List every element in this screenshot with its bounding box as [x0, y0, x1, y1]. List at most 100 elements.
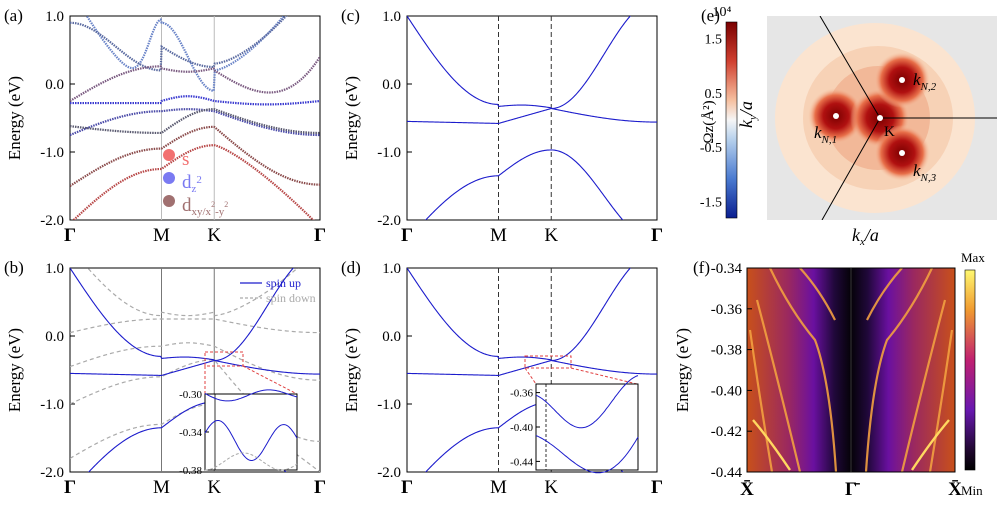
y-tick-label: 0.0: [382, 77, 401, 93]
x-tick-label: Γ: [64, 477, 76, 498]
band-line: [424, 149, 624, 220]
x-tick-label: M: [490, 477, 507, 498]
surface-state: [769, 268, 838, 472]
zoom-region: [204, 351, 244, 367]
spin-down-band: [86, 268, 299, 317]
y-tick-label: -0.34: [711, 261, 743, 277]
colorbar-tick-label: 1.5: [705, 32, 723, 47]
surface-state: [799, 268, 836, 321]
bands: [407, 16, 657, 220]
y-axis-label: Energy (eV): [5, 328, 24, 412]
inset-band: [205, 452, 298, 471]
zoom-connector: [242, 365, 298, 395]
y-tick-label: -1.0: [377, 145, 401, 161]
band-line: [70, 125, 320, 187]
y-tick-label: -1.0: [40, 397, 64, 413]
panel-label: (f): [693, 258, 710, 277]
k-point-marker: [833, 113, 839, 119]
surface-state: [755, 299, 802, 472]
orbital-bands: [70, 16, 320, 220]
x-tick-label: M: [153, 477, 170, 498]
curvature-map: [767, 16, 997, 220]
legend-marker: [163, 149, 175, 161]
inset-y-tick-label: -0.40: [510, 422, 533, 434]
y-tick-label: -0.38: [711, 343, 742, 359]
legend-entry: dz2: [182, 172, 202, 195]
inset-y-tick-label: -0.36: [510, 388, 533, 400]
y-tick-label: -2.0: [377, 213, 401, 229]
y-tick-label: 0.0: [45, 77, 64, 93]
inset-band: [204, 389, 298, 402]
y-tick-label: 0.0: [45, 329, 64, 345]
band-line: [70, 16, 288, 72]
spin-up-band: [70, 360, 320, 376]
panel-label: (a): [4, 6, 23, 25]
y-tick-label: -2.0: [377, 465, 401, 481]
colorbar-max-label: Max: [961, 250, 985, 265]
surface-state: [866, 268, 903, 321]
inset-y-tick-label: -0.44: [510, 456, 533, 468]
k-point-marker: [899, 77, 905, 83]
bz-boundary: [819, 16, 881, 119]
y-tick-label: 0.0: [382, 329, 401, 345]
panel-label: (e): [701, 6, 720, 25]
y-tick-label: -2.0: [40, 213, 64, 229]
x-tick-label: K: [207, 225, 221, 246]
band-line: [72, 144, 315, 220]
surface-state: [752, 419, 791, 471]
inset-y-tick-label: -0.30: [179, 389, 202, 401]
x-tick-label: X̄: [948, 479, 962, 500]
colorbar-tick-label: -1.5: [700, 196, 722, 211]
y-tick-label: 1.0: [45, 9, 64, 25]
panel-label: (c): [341, 6, 360, 25]
x-tick-label: K: [207, 477, 221, 498]
x-tick-label: Γ̄: [845, 479, 860, 500]
colorbar: [725, 21, 738, 219]
band-line: [407, 360, 657, 376]
panel-f: (f) -0.34 -0.36 -0.38 -0.40 -0.42 -0.44 Energy …: [673, 250, 985, 500]
inset-band: [204, 420, 298, 461]
spin-down-band: [70, 318, 320, 334]
inset-b: -0.30 -0.34 -0.38: [179, 389, 298, 477]
colorbar-scale: 10⁴: [713, 5, 732, 20]
y-axis-label: Energy (eV): [673, 328, 692, 412]
band-line: [70, 108, 320, 135]
inset-d: -0.36 -0.40 -0.44: [510, 375, 639, 474]
x-tick-label: K: [544, 225, 558, 246]
x-tick-label: Γ: [64, 225, 76, 246]
y-axis-label: Energy (eV): [342, 328, 361, 412]
surface-state: [911, 419, 950, 471]
inset-band: [535, 375, 639, 429]
x-tick-label: Γ: [401, 477, 413, 498]
x-tick-label: Γ: [401, 225, 413, 246]
k-point-marker: [877, 115, 883, 121]
x-tick-label: Γ: [651, 477, 663, 498]
inset-y-tick-label: -0.34: [179, 427, 202, 439]
surface-state: [900, 299, 947, 472]
y-tick-label: -0.44: [711, 465, 743, 481]
colorbar-label: Ωz(Å²): [701, 100, 717, 143]
y-tick-label: -0.36: [711, 302, 743, 318]
panel-label: (b): [4, 258, 24, 277]
y-tick-label: -2.0: [40, 465, 64, 481]
colorbar-min-label: Min: [961, 483, 983, 498]
y-tick-label: 1.0: [382, 261, 401, 277]
x-tick-label: Γ: [314, 225, 326, 246]
plot-frame: [406, 267, 658, 473]
inset-y-tick-label: -0.38: [179, 465, 202, 477]
spin-down-band: [70, 359, 320, 442]
inset-frame: [204, 393, 298, 471]
spin-up-band: [70, 268, 294, 362]
plot-frame: [69, 267, 321, 473]
colorbar-tick-label: 0.5: [705, 87, 723, 102]
x-tick-label: Γ: [314, 477, 326, 498]
legend-entry: spin down: [266, 291, 316, 305]
x-tick-label: M: [490, 225, 507, 246]
zoom-connector: [524, 367, 537, 385]
